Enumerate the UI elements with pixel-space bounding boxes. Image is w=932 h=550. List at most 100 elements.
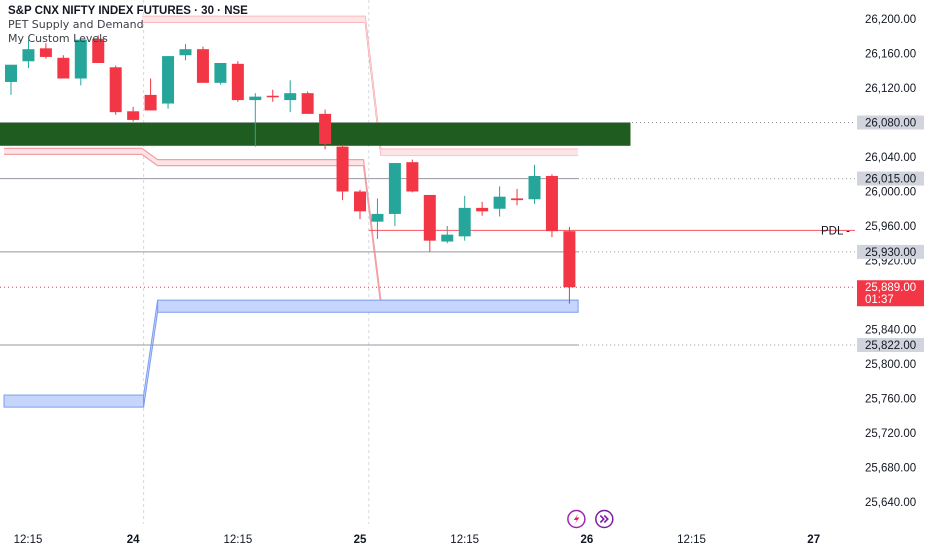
level-tag-bg [857,244,924,259]
candle [162,56,175,109]
zones-layer [0,15,631,408]
candle-body [162,56,175,104]
chart-legend: S&P CNX NIFTY INDEX FUTURES · 30 · NSE P… [8,4,248,46]
candle [336,144,349,201]
candle [563,226,576,304]
candle [493,186,506,217]
price-tags: 26,080.00 26,015.00 25,930.00 25,822.00 25,8… [857,115,924,353]
candle-body [57,57,70,79]
candle-body [528,175,541,200]
supply-zone [0,122,631,146]
candle-body [371,213,384,222]
level-tag-bg [857,338,924,353]
candle-body [511,198,524,201]
candle-body [127,111,140,120]
level-tag-text: 26,080.00 [865,118,916,130]
price-axis: 26,200.00 26,160.00 26,120.00 26,040.00 26,0… [865,14,916,509]
x-tick-label: 24 [127,534,140,546]
candle [231,61,244,102]
candle [109,65,122,115]
indicator-pet-supply-demand[interactable]: PET Supply and Demand [8,18,144,31]
candle [354,189,366,220]
level-tag-text: 25,822.00 [865,340,916,352]
candle [92,35,105,63]
icons-layer [567,509,614,529]
candle [127,106,140,122]
candle-body [388,163,401,214]
y-tick-label: 26,000.00 [865,187,916,199]
candle [144,78,157,111]
candle-body [563,231,576,288]
level-tag-text: 25,930.00 [865,247,916,259]
grid-layer [143,0,370,524]
candle [319,109,332,150]
candle [5,64,17,95]
candle [458,195,471,241]
demand-zone-segment [3,394,145,408]
x-tick-label: 12:15 [14,534,43,546]
x-tick-label: 12:15 [223,534,252,546]
candle [57,55,70,79]
candle-body [319,113,332,145]
y-tick-label: 25,640.00 [865,497,916,509]
y-tick-label: 26,200.00 [865,14,916,26]
lightning-icon[interactable] [567,509,586,529]
candle [214,62,227,85]
x-tick-label: 25 [354,534,367,546]
y-tick-label: 25,760.00 [865,394,916,406]
candle [511,188,524,206]
double-chevron-right-icon[interactable] [595,509,614,529]
candle-body [301,93,314,114]
candle-body [423,194,436,241]
lower-band-top [4,147,579,301]
candle [249,93,262,147]
candle-body [214,62,227,83]
candle-body [144,94,157,111]
x-tick-label: 12:15 [677,534,706,546]
candle-body [74,39,87,79]
demand-zone-segment [157,299,579,313]
level-price-tag: 25,930.00 [857,244,924,259]
candle [388,163,401,226]
candle-body [22,49,35,62]
y-tick-label: 25,840.00 [865,325,916,337]
lightning-bolt [573,514,580,524]
candle [39,43,52,59]
candle-body [336,146,349,192]
y-tick-label: 25,680.00 [865,463,916,475]
candle-body [5,64,17,82]
candle [266,89,279,102]
candle [423,194,436,252]
level-price-tag: 26,080.00 [857,115,924,130]
lower-band-fill [4,148,579,307]
candle-body [231,63,244,101]
symbol-title[interactable]: S&P CNX NIFTY INDEX FUTURES · 30 · NSE [8,5,248,17]
candle-body [39,48,52,57]
candle-body [249,96,262,101]
y-tick-label: 26,120.00 [865,83,916,95]
x-tick-label: 12:15 [450,534,479,546]
candle [196,46,209,83]
candle-body [545,175,558,232]
candle-body [354,191,366,212]
candle-body [109,67,122,113]
level-price-tag: 26,015.00 [857,171,924,186]
y-tick-label: 25,720.00 [865,428,916,440]
levels-layer: PDL - [0,122,855,346]
x-tick-label: 26 [580,534,593,546]
y-tick-label: 25,960.00 [865,221,916,233]
y-tick-label: 26,160.00 [865,49,916,61]
candle-body [476,207,489,212]
time-axis: 12:15 24 12:15 25 12:15 26 12:15 27 [14,534,820,546]
candle [371,198,384,239]
level-tag-text: 26,015.00 [865,174,916,186]
countdown-timer: 01:37 [865,294,894,306]
candle-body [284,93,297,101]
y-tick-label: 26,040.00 [865,152,916,164]
indicator-custom-levels[interactable]: My Custom Levels [8,32,108,45]
candle [301,91,314,114]
candle [406,159,419,193]
candle-body [92,38,105,63]
